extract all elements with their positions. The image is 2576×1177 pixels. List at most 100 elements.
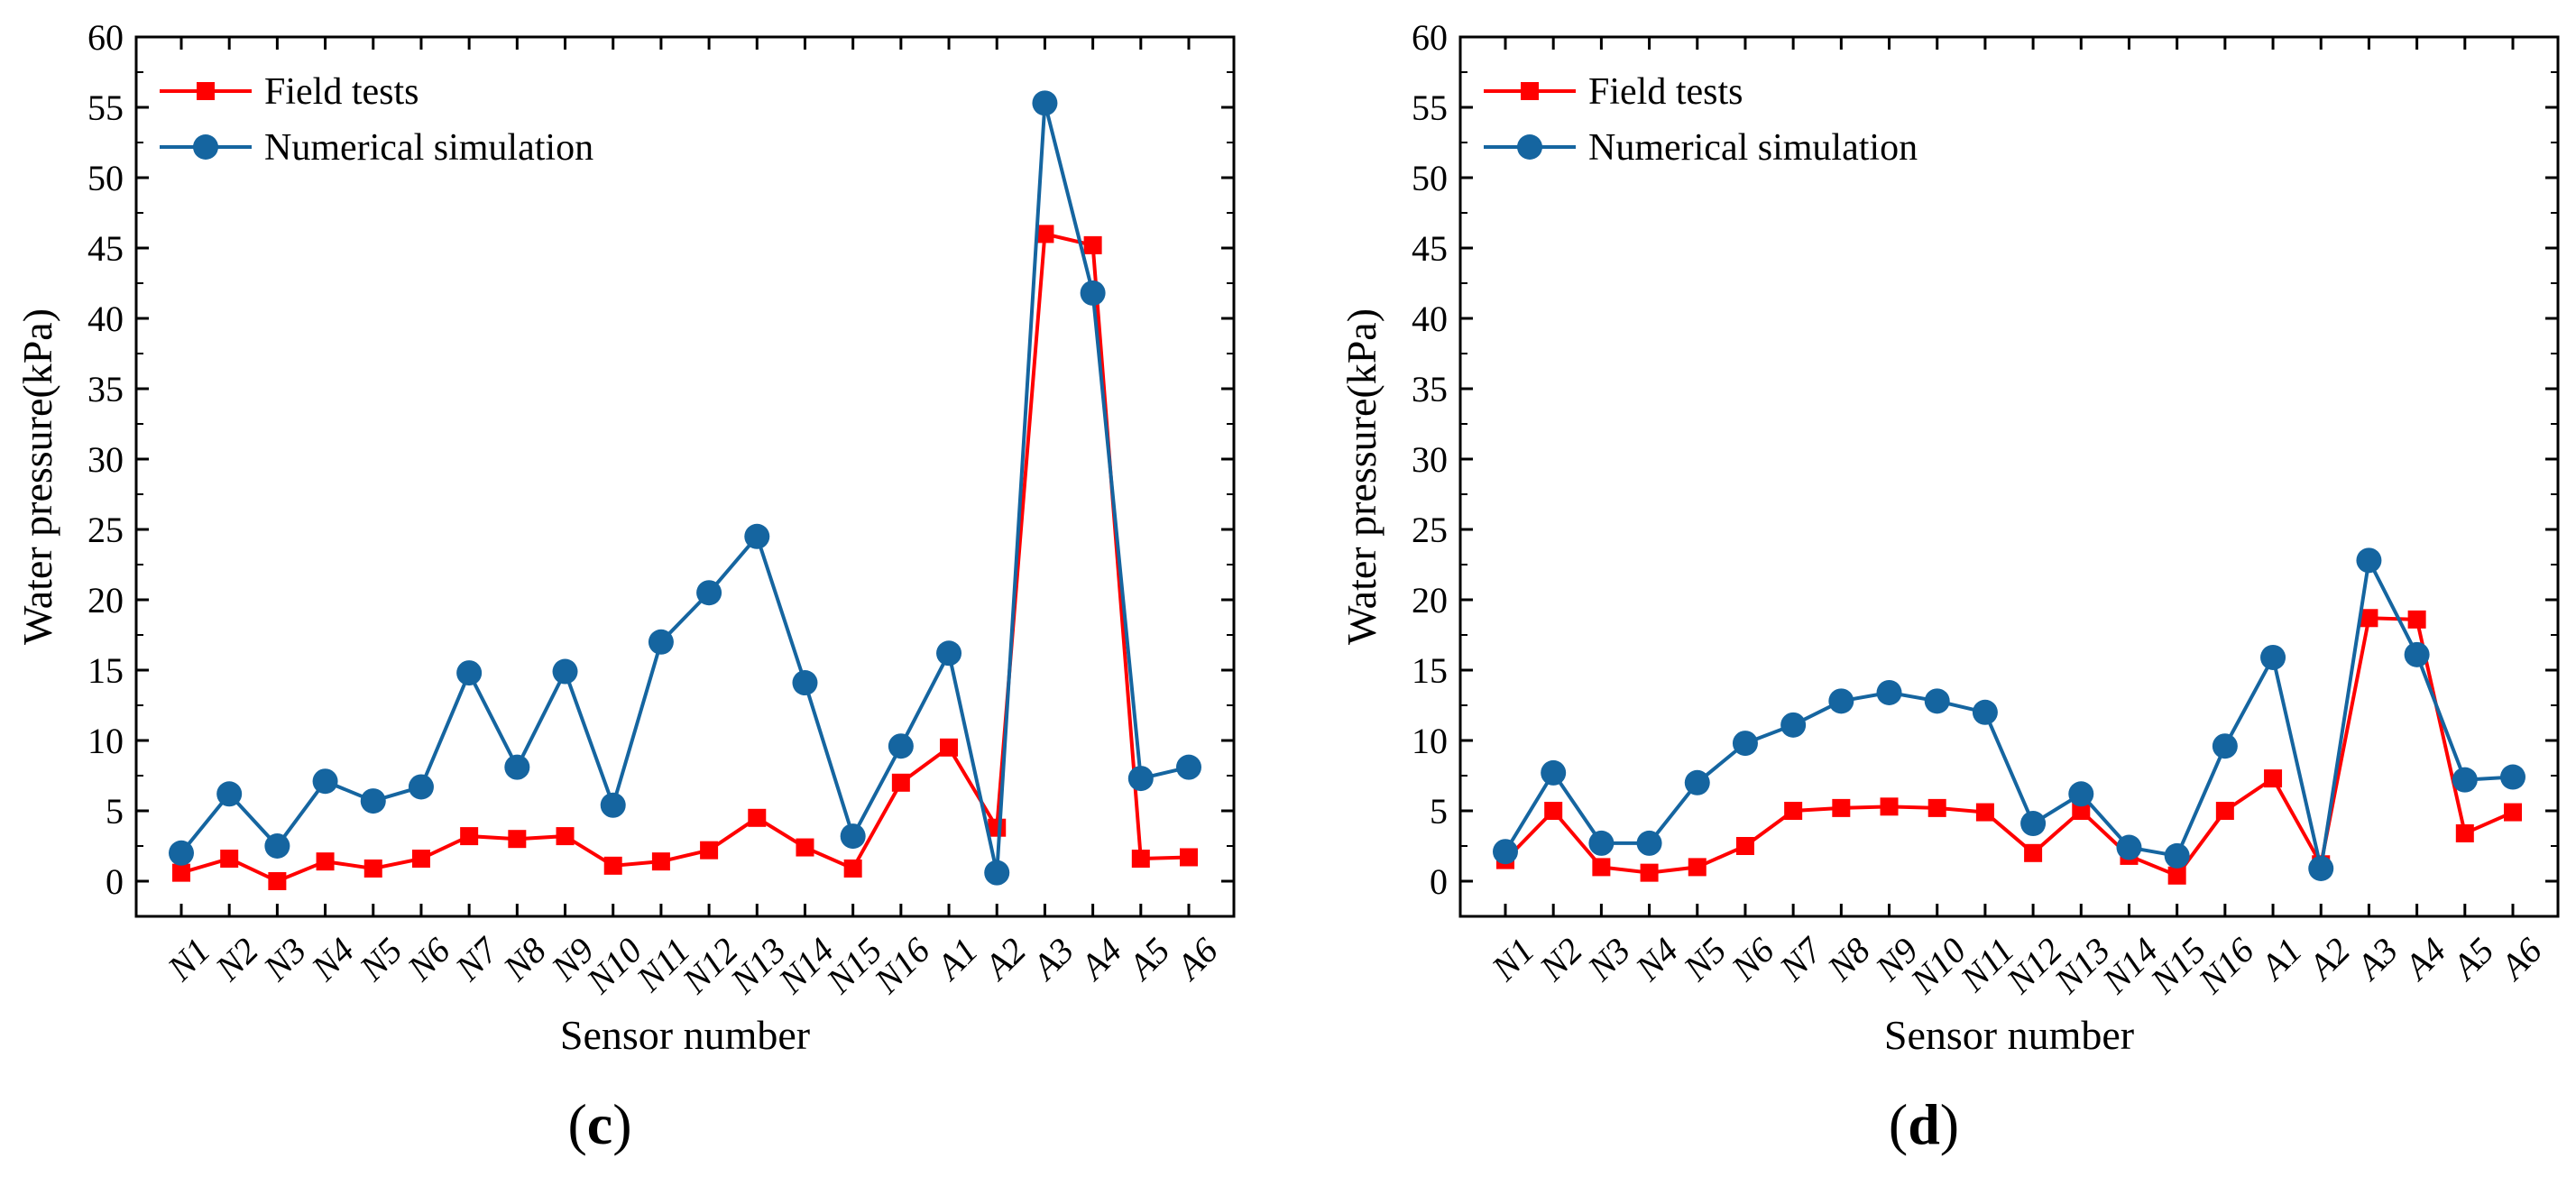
data-point-field_tests bbox=[748, 808, 767, 827]
data-point-numerical_simulation bbox=[312, 768, 338, 795]
data-point-field_tests bbox=[1131, 850, 1150, 869]
data-point-field_tests bbox=[940, 738, 959, 757]
data-point-field_tests bbox=[363, 859, 382, 878]
data-point-field_tests bbox=[2024, 843, 2043, 862]
data-point-field_tests bbox=[1832, 798, 1851, 817]
panel-label-open: ( bbox=[567, 1092, 586, 1156]
y-tick-label: 60 bbox=[1412, 17, 1448, 58]
panel-label-letter: c bbox=[587, 1092, 612, 1156]
data-point-field_tests bbox=[891, 773, 910, 792]
y-tick-label: 30 bbox=[1412, 439, 1448, 480]
data-point-field_tests bbox=[2264, 769, 2283, 788]
data-point-numerical_simulation bbox=[2212, 733, 2238, 759]
x-tick-label: N16 bbox=[866, 930, 938, 1002]
data-point-numerical_simulation bbox=[2500, 764, 2525, 790]
legend-label-field_tests: Field tests bbox=[264, 71, 419, 113]
data-point-field_tests bbox=[796, 838, 814, 857]
data-point-numerical_simulation bbox=[1732, 731, 1758, 757]
data-point-field_tests bbox=[2167, 866, 2186, 885]
panel-label-close: ) bbox=[612, 1092, 631, 1156]
data-point-field_tests bbox=[268, 872, 287, 890]
data-point-field_tests bbox=[411, 850, 430, 869]
plot-frame bbox=[1458, 35, 2560, 918]
data-point-numerical_simulation bbox=[600, 792, 626, 818]
y-tick-label: 25 bbox=[1412, 510, 1448, 550]
data-point-field_tests bbox=[1083, 235, 1102, 254]
chart-panel-d: 051015202530354045505560N1N2N3N4N5N6N7N8… bbox=[1339, 17, 2560, 1156]
data-point-field_tests bbox=[2504, 803, 2522, 822]
data-point-numerical_simulation bbox=[648, 629, 674, 655]
data-point-numerical_simulation bbox=[1876, 679, 1902, 705]
data-point-field_tests bbox=[1592, 858, 1611, 877]
data-point-numerical_simulation bbox=[169, 840, 194, 866]
data-point-numerical_simulation bbox=[696, 580, 722, 606]
y-tick-label: 40 bbox=[1412, 299, 1448, 339]
data-point-numerical_simulation bbox=[2116, 834, 2142, 860]
series-line-field_tests bbox=[1504, 616, 2514, 878]
y-tick-label: 50 bbox=[1412, 158, 1448, 198]
x-axis-title: Sensor number bbox=[1884, 1012, 2134, 1058]
data-point-numerical_simulation bbox=[264, 833, 290, 859]
data-point-numerical_simulation bbox=[552, 658, 578, 685]
data-point-numerical_simulation bbox=[1972, 699, 1998, 725]
y-tick-label: 45 bbox=[87, 228, 124, 269]
y-tick-label: 55 bbox=[87, 87, 124, 128]
data-point-field_tests bbox=[700, 841, 719, 860]
data-point-field_tests bbox=[988, 818, 1007, 837]
legend-marker-field_tests bbox=[1521, 82, 1539, 100]
data-point-field_tests bbox=[1735, 837, 1754, 855]
series-line-field_tests bbox=[180, 231, 1190, 884]
series-line-numerical_simulation bbox=[1504, 554, 2514, 869]
data-point-field_tests bbox=[220, 850, 239, 869]
data-point-numerical_simulation bbox=[1493, 839, 1518, 865]
data-point-numerical_simulation bbox=[888, 733, 914, 759]
data-point-numerical_simulation bbox=[792, 670, 818, 696]
data-point-field_tests bbox=[1035, 225, 1054, 244]
data-point-numerical_simulation bbox=[360, 788, 386, 814]
data-point-field_tests bbox=[843, 859, 862, 878]
data-point-field_tests bbox=[1640, 863, 1659, 882]
data-point-field_tests bbox=[1688, 858, 1707, 877]
data-point-numerical_simulation bbox=[840, 823, 866, 850]
data-point-numerical_simulation bbox=[1588, 830, 1615, 856]
data-point-numerical_simulation bbox=[1636, 830, 1662, 856]
data-point-field_tests bbox=[603, 856, 622, 875]
y-tick-label: 15 bbox=[1412, 650, 1448, 691]
y-axis-title: Water pressure(kPa) bbox=[14, 308, 60, 645]
data-point-numerical_simulation bbox=[1541, 759, 1567, 786]
data-point-field_tests bbox=[172, 863, 190, 882]
data-point-numerical_simulation bbox=[1127, 766, 1154, 792]
y-tick-label: 20 bbox=[1412, 580, 1448, 621]
panel-label-open: ( bbox=[1889, 1092, 1908, 1156]
panel-label: (d) bbox=[1889, 1092, 1959, 1156]
y-tick-label: 35 bbox=[1412, 369, 1448, 409]
data-point-numerical_simulation bbox=[2260, 644, 2286, 670]
x-tick-label: N16 bbox=[2190, 930, 2262, 1002]
data-point-field_tests bbox=[1544, 802, 1563, 820]
y-tick-label: 55 bbox=[1412, 87, 1448, 128]
data-point-numerical_simulation bbox=[2308, 855, 2334, 881]
data-point-field_tests bbox=[316, 852, 335, 871]
data-point-field_tests bbox=[2407, 610, 2426, 629]
data-point-numerical_simulation bbox=[1924, 688, 1950, 714]
data-point-numerical_simulation bbox=[1780, 712, 1807, 738]
data-point-numerical_simulation bbox=[2452, 767, 2478, 793]
x-axis-title: Sensor number bbox=[560, 1012, 810, 1058]
y-tick-label: 50 bbox=[87, 158, 124, 198]
y-tick-label: 15 bbox=[87, 650, 124, 691]
data-point-field_tests bbox=[2455, 823, 2474, 842]
x-tick-label: A6 bbox=[1166, 930, 1225, 988]
data-point-numerical_simulation bbox=[1684, 769, 1710, 795]
data-point-numerical_simulation bbox=[2164, 842, 2190, 869]
data-point-field_tests bbox=[508, 830, 527, 849]
plot-frame bbox=[134, 35, 1236, 918]
data-point-numerical_simulation bbox=[2356, 547, 2382, 574]
data-point-numerical_simulation bbox=[936, 640, 962, 667]
y-tick-label: 45 bbox=[1412, 228, 1448, 269]
data-point-numerical_simulation bbox=[1032, 90, 1058, 116]
legend-label-numerical_simulation: Numerical simulation bbox=[264, 127, 593, 169]
y-tick-label: 0 bbox=[1430, 861, 1448, 902]
chart-panel-c: 051015202530354045505560N1N2N3N4N5N6N7N8… bbox=[14, 17, 1236, 1156]
y-tick-label: 25 bbox=[87, 510, 124, 550]
